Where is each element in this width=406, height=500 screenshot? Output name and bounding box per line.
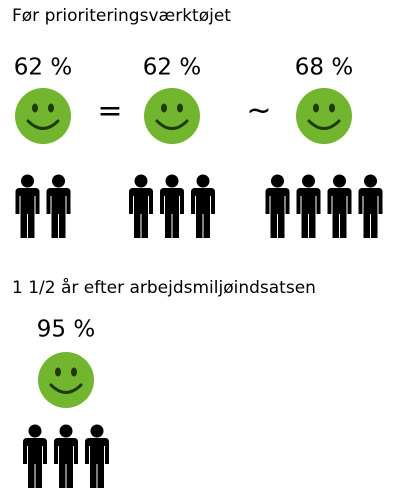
smiley: [15, 88, 71, 144]
person-body: [129, 188, 153, 238]
person-body: [54, 438, 78, 488]
smiley: [296, 88, 352, 144]
smiley-face: [144, 88, 200, 144]
person-head: [21, 174, 34, 188]
person-body: [296, 188, 321, 238]
people-group: [23, 424, 109, 488]
smiley-eye: [55, 367, 61, 377]
smiley-eye: [161, 103, 167, 113]
person-head: [165, 174, 179, 188]
smiley-eye: [329, 103, 335, 113]
smiley-face: [38, 352, 94, 408]
percent-label: 68 %: [295, 55, 353, 81]
smiley: [144, 88, 200, 144]
operator: =: [97, 94, 122, 129]
smiley-eye: [177, 103, 183, 113]
person-head: [302, 174, 315, 188]
percent-label: 62 %: [143, 55, 201, 81]
smiley-eye: [48, 103, 54, 113]
person-body: [191, 188, 215, 238]
person-head: [59, 424, 73, 438]
person-body: [160, 188, 184, 238]
person-body: [46, 188, 71, 238]
person-head: [364, 174, 377, 188]
smiley-mouth: [49, 383, 83, 394]
person-body: [23, 438, 47, 488]
percent-label: 95 %: [37, 317, 95, 343]
people-group: [15, 174, 71, 238]
operator: ~: [246, 94, 271, 129]
smiley-face: [296, 88, 352, 144]
person-head: [90, 424, 104, 438]
people-group: [265, 174, 383, 238]
smiley-eye: [32, 103, 38, 113]
person-body: [265, 188, 290, 238]
smiley-mouth: [155, 119, 189, 130]
smiley: [38, 352, 94, 408]
person-body: [327, 188, 352, 238]
smiley-eye: [71, 367, 77, 377]
person-head: [196, 174, 210, 188]
smiley-face: [15, 88, 71, 144]
smiley-mouth: [26, 119, 60, 130]
person-head: [134, 174, 148, 188]
person-body: [85, 438, 109, 488]
person-body: [15, 188, 40, 238]
section-title: 1 1/2 år efter arbejdsmiljøindsatsen: [12, 277, 316, 298]
person-head: [271, 174, 284, 188]
person-head: [52, 174, 65, 188]
people-group: [129, 174, 215, 238]
smiley-mouth: [307, 119, 341, 130]
person-head: [333, 174, 346, 188]
percent-label: 62 %: [14, 55, 72, 81]
smiley-eye: [313, 103, 319, 113]
section-title: Før prioriteringsværktøjet: [12, 6, 231, 26]
person-body: [358, 188, 383, 238]
person-head: [28, 424, 42, 438]
